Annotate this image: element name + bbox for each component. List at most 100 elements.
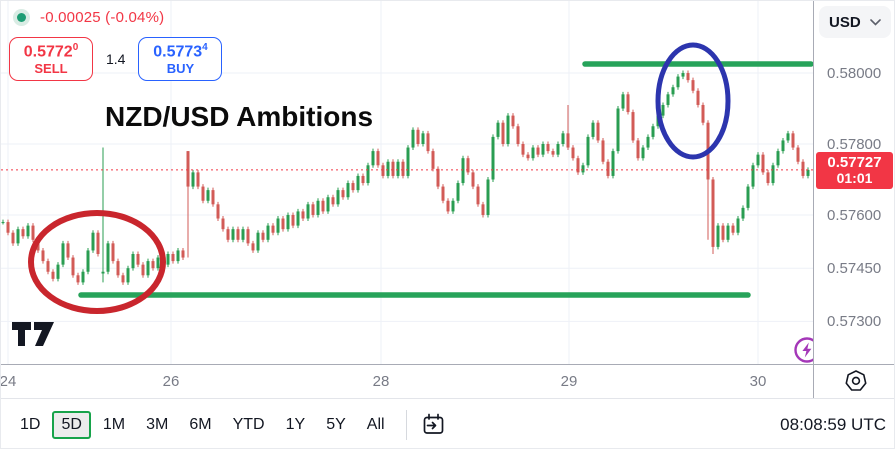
candle-body (721, 225, 725, 240)
candle-body (101, 271, 105, 274)
candle-body (21, 229, 25, 237)
last-price-value: 0.57727 (827, 153, 882, 171)
candle-body (281, 218, 285, 230)
candle-body (651, 126, 655, 137)
candle-body (191, 172, 195, 187)
candle-body (146, 261, 150, 276)
candle-body (76, 275, 80, 283)
range-button-6M[interactable]: 6M (180, 411, 220, 439)
currency-selector[interactable]: USD (819, 6, 891, 38)
candle-body (516, 126, 520, 144)
settings-gear-icon[interactable] (845, 370, 867, 392)
candle-body (341, 190, 345, 198)
candle-body (711, 179, 715, 247)
range-button-1D[interactable]: 1D (11, 411, 49, 439)
candle-body (201, 186, 205, 201)
candle-body (771, 165, 775, 184)
candle-body (311, 204, 315, 215)
candle-body (661, 104, 665, 116)
candle-body (26, 225, 30, 237)
price-axis-label: 0.57800 (827, 136, 882, 153)
candle-body (346, 183, 350, 198)
buy-label: BUY (166, 60, 195, 76)
candle-body (751, 165, 755, 187)
candle-body (61, 243, 65, 265)
candle-body (486, 179, 490, 215)
price-axis[interactable]: USD 0.58000 0.57800 0.57600 0.57450 0.57300 … (813, 1, 894, 398)
candle-body (526, 154, 530, 159)
candle-body (806, 169, 810, 176)
time-axis[interactable]: 24 26 28 29 30 (1, 364, 813, 399)
candle-body (356, 175, 360, 191)
range-button-1Y[interactable]: 1Y (277, 411, 315, 439)
candle-body (776, 151, 780, 166)
range-button-YTD[interactable]: YTD (224, 411, 274, 439)
tradingview-logo[interactable] (11, 319, 57, 349)
candle-body (261, 232, 265, 240)
go-to-date-button[interactable] (419, 410, 448, 439)
candle-body (111, 243, 115, 262)
candle-body (546, 144, 550, 152)
bar-countdown: 01:01 (836, 169, 873, 186)
range-button-All[interactable]: All (358, 411, 394, 439)
price-change-text: -0.00025 (-0.04%) (40, 9, 165, 26)
spread-value: 1.4 (106, 51, 126, 67)
candle-body (671, 87, 675, 95)
candle-body (241, 229, 245, 240)
candle-body (376, 151, 380, 166)
chart-region[interactable]: -0.00025 (-0.04%) 0.57720 SELL 1.4 0.577… (1, 1, 813, 364)
candle-body (366, 165, 370, 184)
candle-body (81, 271, 85, 283)
utc-clock: 08:08:59 UTC (780, 414, 886, 434)
candlestick-chart[interactable] (1, 1, 813, 364)
candle-body (126, 268, 130, 283)
currency-label: USD (829, 13, 861, 31)
candle-body (481, 204, 485, 215)
sell-button[interactable]: 0.57720 SELL (9, 37, 93, 81)
candle-body (296, 211, 300, 226)
candle-body (411, 129, 415, 148)
chevron-down-icon (870, 18, 881, 26)
candle-body (141, 264, 145, 276)
candle-body (801, 161, 805, 176)
candle-body (336, 190, 340, 205)
candle-body (131, 254, 135, 269)
calendar-arrow-icon (423, 413, 443, 434)
buy-button[interactable]: 0.57734 BUY (138, 37, 223, 81)
candle-body (156, 257, 160, 269)
candle-body (251, 243, 255, 251)
candle-body (461, 158, 465, 184)
price-axis-label: 0.57300 (827, 313, 882, 331)
axis-corner (814, 364, 894, 398)
range-button-5D[interactable]: 5D (52, 410, 91, 439)
candle-body (556, 144, 560, 155)
time-axis-label: 30 (749, 373, 767, 390)
candle-body (601, 140, 605, 162)
candle-body (331, 197, 335, 205)
candle-body (631, 112, 635, 141)
candle-body (796, 147, 800, 162)
candle-body (536, 147, 540, 155)
candle-body (446, 200, 450, 212)
range-button-1M[interactable]: 1M (94, 411, 134, 439)
candle-body (551, 151, 555, 155)
candle-body (196, 172, 200, 187)
candle-body (541, 144, 545, 155)
candle-body (151, 261, 155, 269)
annotation-ellipse[interactable] (28, 210, 166, 314)
range-button-5Y[interactable]: 5Y (317, 411, 355, 439)
annotation-ellipse[interactable] (655, 42, 731, 160)
candle-body (206, 190, 210, 201)
candle-body (581, 165, 585, 173)
range-button-3M[interactable]: 3M (137, 411, 177, 439)
market-status-icon (13, 9, 30, 26)
candle-body (6, 222, 10, 233)
time-axis-label: 29 (560, 373, 578, 390)
quick-trade-lightning-icon[interactable] (793, 336, 813, 364)
candle-body (606, 161, 610, 176)
candle-body (86, 250, 90, 272)
chart-title: NZD/USD Ambitions (105, 101, 374, 132)
candle-body (646, 136, 650, 148)
candle-body (96, 232, 100, 254)
